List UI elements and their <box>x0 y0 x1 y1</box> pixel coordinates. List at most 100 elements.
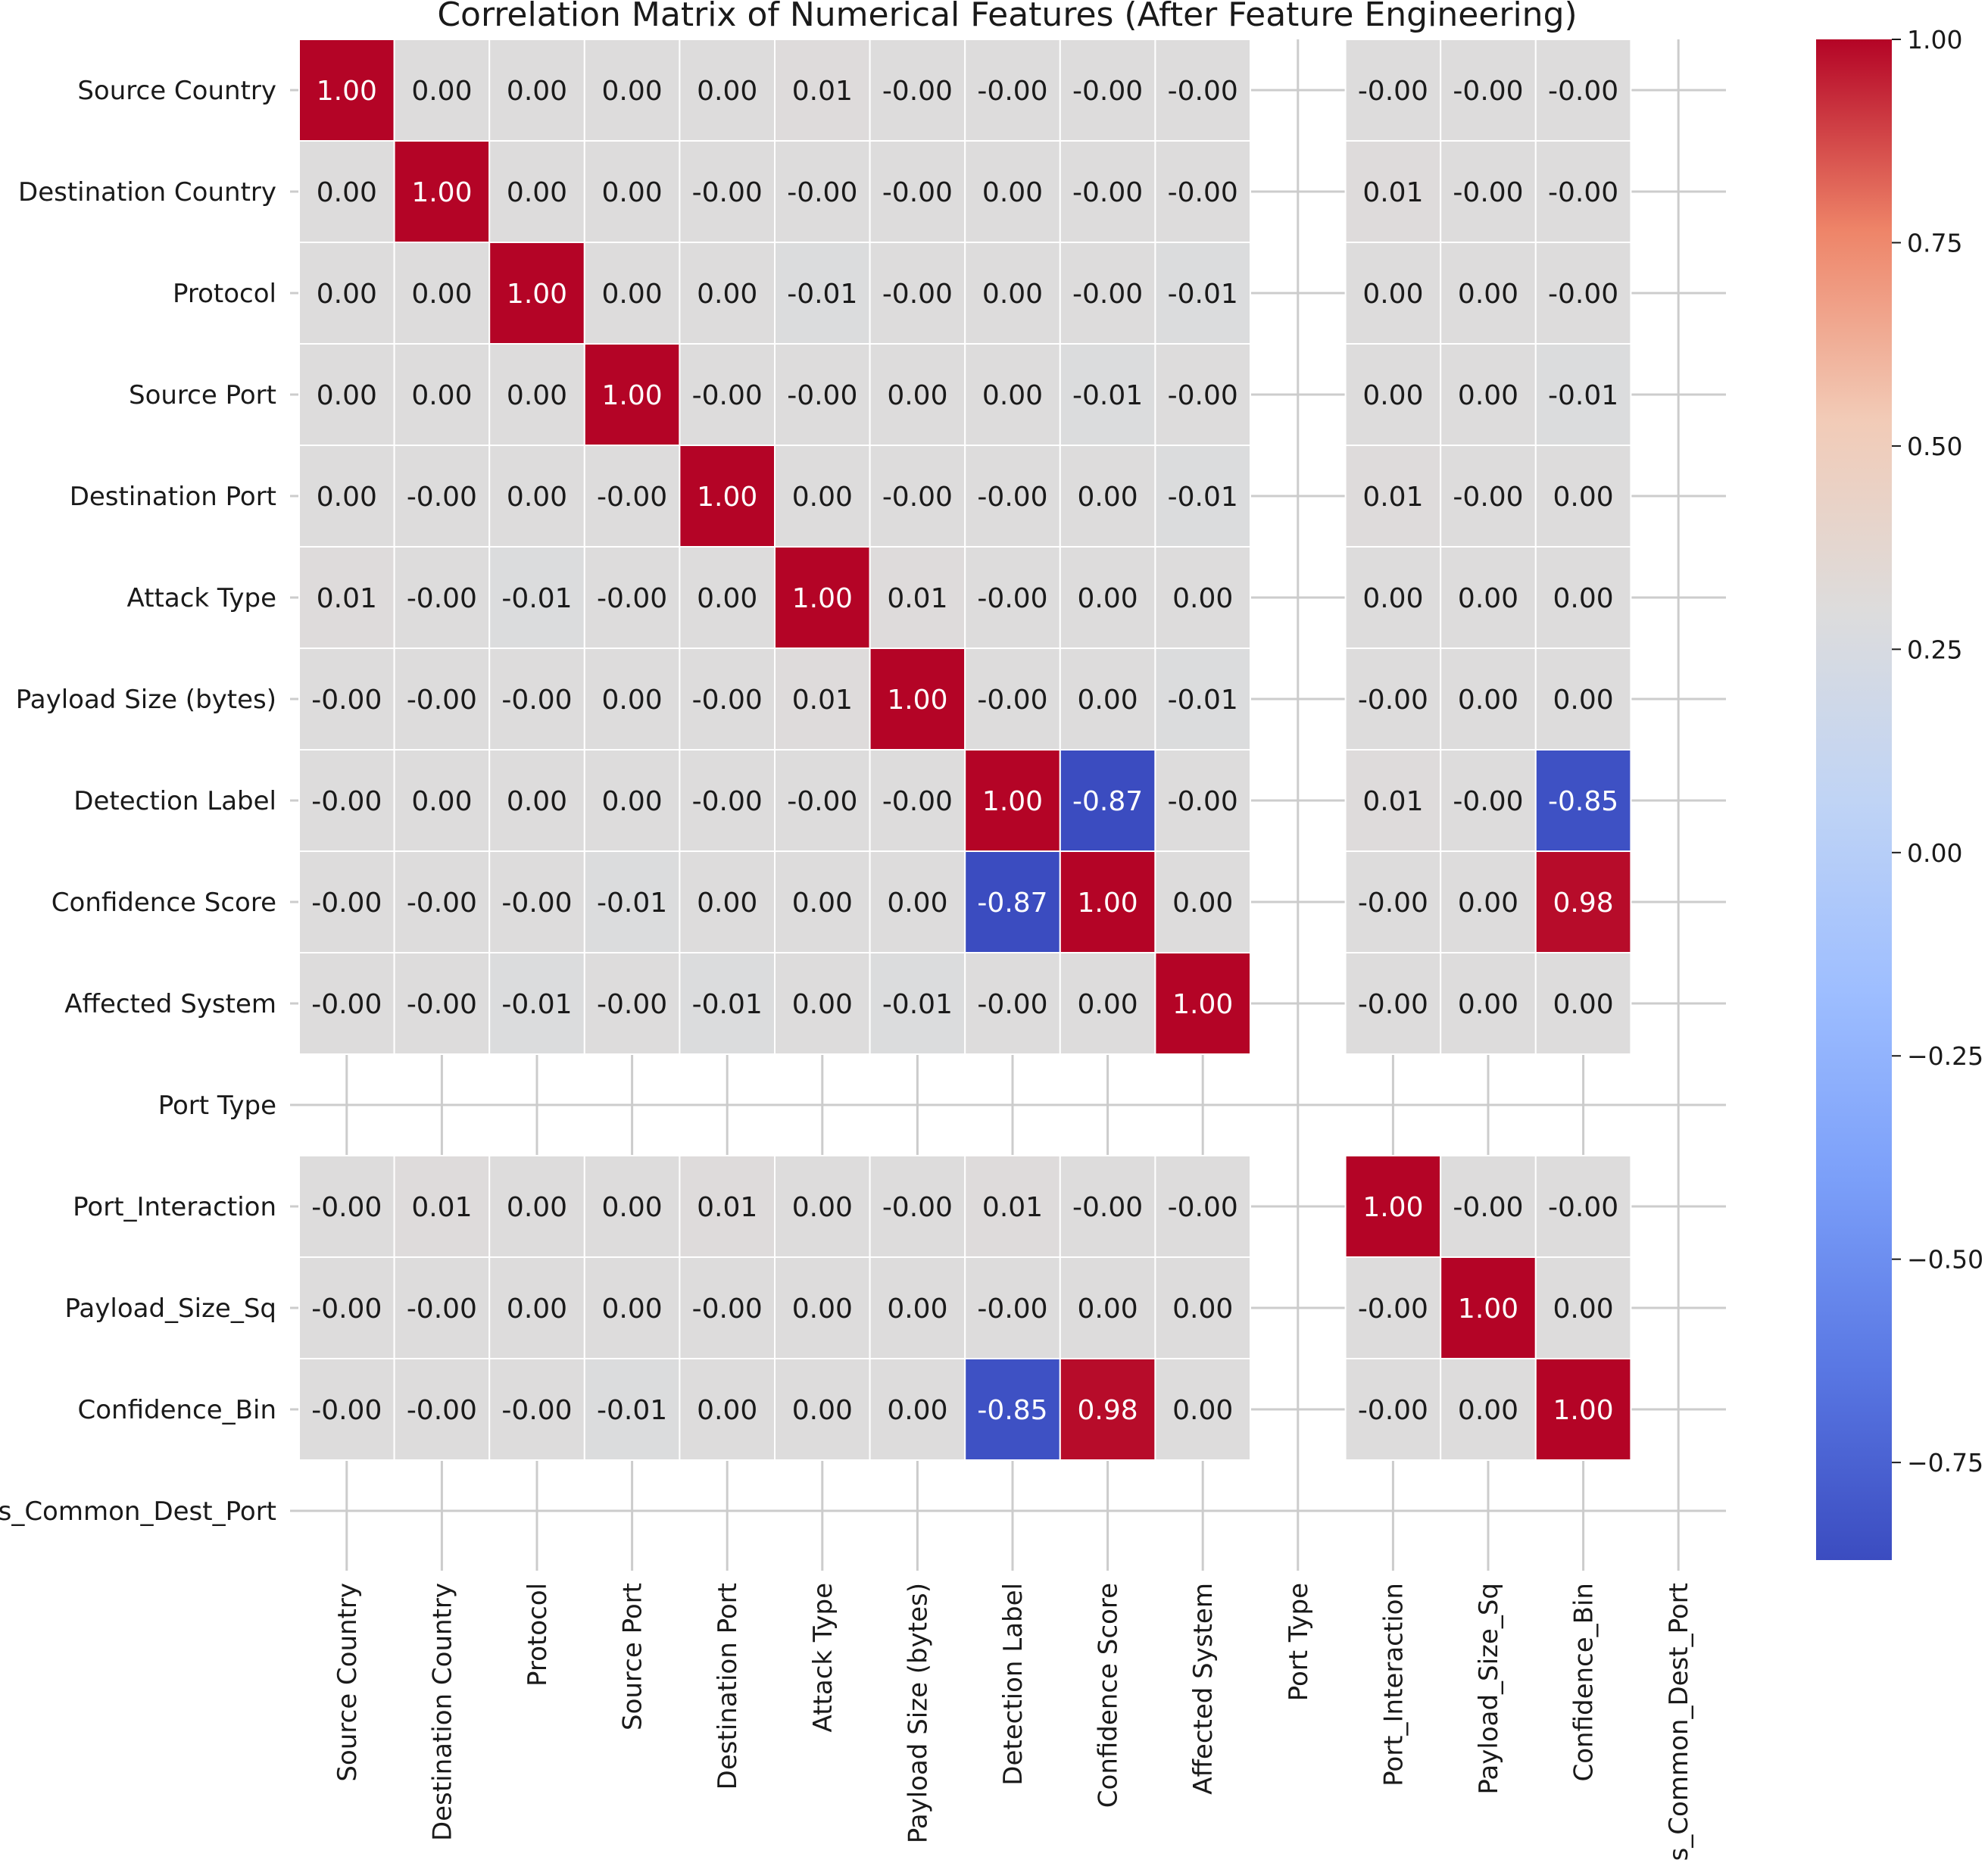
heatmap-cell <box>679 850 776 953</box>
colorbar-tick-label: 0.75 <box>1907 228 1962 257</box>
row-label: Confidence_Bin <box>78 1395 277 1425</box>
column-label: Payload_Size_Sq <box>1474 1583 1504 1795</box>
column-label: Port Type <box>1284 1583 1314 1701</box>
cell-annotation: 0.00 <box>1172 1395 1233 1426</box>
heatmap-cell <box>1440 749 1537 852</box>
heatmap-cell <box>679 140 776 243</box>
heatmap-cell <box>393 1358 491 1461</box>
heatmap-cell <box>679 1256 776 1359</box>
heatmap-cell <box>1344 1256 1442 1359</box>
cell-annotation: -0.00 <box>311 786 382 817</box>
cell-annotation: -0.00 <box>1358 888 1428 919</box>
heatmap-cell <box>488 242 585 345</box>
row-label: Source Country <box>77 76 276 106</box>
cell-annotation: 0.00 <box>1362 279 1423 310</box>
heatmap-cell <box>1440 952 1537 1055</box>
heatmap-cell <box>393 343 491 446</box>
heatmap-cell <box>298 445 395 548</box>
heatmap-cell <box>679 749 776 852</box>
cell-annotation: 0.00 <box>697 583 757 614</box>
cell-annotation: -0.00 <box>501 685 572 716</box>
row-label: Detection Label <box>73 786 276 816</box>
cell-annotation: 0.01 <box>411 1192 472 1223</box>
cell-annotation: 0.00 <box>1458 380 1518 411</box>
heatmap-cell <box>1154 1256 1252 1359</box>
heatmap-cell <box>1534 39 1632 142</box>
cell-annotation: 0.00 <box>982 279 1043 310</box>
cell-annotation: 0.00 <box>1553 1293 1614 1325</box>
cell-annotation: -0.85 <box>1548 786 1618 817</box>
cell-annotation: -0.00 <box>1358 1395 1428 1426</box>
heatmap-cell <box>869 1256 966 1359</box>
cell-annotation: 0.00 <box>602 76 663 107</box>
column-label: Source Country <box>332 1583 363 1782</box>
heatmap-cell <box>298 952 395 1055</box>
cell-annotation: 0.01 <box>1362 482 1423 513</box>
cell-annotation: -0.00 <box>1358 989 1428 1020</box>
heatmap-cell <box>1344 445 1442 548</box>
cell-annotation: 0.01 <box>1362 786 1423 817</box>
heatmap-cell <box>1059 850 1156 953</box>
heatmap-cell <box>1059 140 1156 243</box>
heatmap-cell <box>774 749 871 852</box>
heatmap-cell <box>583 39 681 142</box>
cell-annotation: 1.00 <box>1553 1395 1614 1426</box>
cell-annotation: -0.00 <box>692 685 763 716</box>
row-label: Protocol <box>173 279 276 309</box>
heatmap-cell <box>1440 39 1537 142</box>
cell-annotation: 0.00 <box>507 177 567 208</box>
heatmap-cell <box>1059 1256 1156 1359</box>
cell-annotation: 0.00 <box>411 76 472 107</box>
cell-annotation: -0.00 <box>1548 177 1618 208</box>
cell-annotation: 1.00 <box>1458 1293 1518 1325</box>
column-label: Port_Interaction <box>1378 1583 1409 1787</box>
cell-annotation: -0.00 <box>501 1395 572 1426</box>
colorbar-tick-label: 0.00 <box>1907 838 1962 868</box>
heatmap-cell <box>1440 140 1537 243</box>
cell-annotation: 0.00 <box>1553 482 1614 513</box>
cell-annotation: 1.00 <box>411 177 472 208</box>
heatmap-cell <box>1154 445 1252 548</box>
cell-annotation: 0.01 <box>982 1192 1043 1223</box>
cell-annotation: 0.00 <box>507 1192 567 1223</box>
cell-annotation: 0.00 <box>792 1192 853 1223</box>
cell-annotation: 0.00 <box>1078 482 1138 513</box>
cell-annotation: 0.00 <box>602 786 663 817</box>
heatmap-cell <box>679 546 776 649</box>
heatmap-cell <box>488 1256 585 1359</box>
cell-annotation: 0.00 <box>317 482 377 513</box>
column-label: Source Port <box>618 1583 648 1730</box>
heatmap-cell <box>488 546 585 649</box>
cell-annotation: -0.00 <box>1358 685 1428 716</box>
colorbar: 1.00 0.75 0.50 0.25 0.00 −0.25 −0.50 −0.75 <box>1816 25 1983 1560</box>
cell-annotation: -0.01 <box>597 1395 667 1426</box>
cell-annotation: -0.00 <box>1358 76 1428 107</box>
heatmap-cell <box>298 546 395 649</box>
cell-annotation: 0.00 <box>982 177 1043 208</box>
heatmap-cell <box>869 546 966 649</box>
cell-annotation: 0.00 <box>317 279 377 310</box>
cell-annotation: -0.87 <box>977 888 1047 919</box>
heatmap-cell <box>1344 242 1442 345</box>
cell-annotation: -0.00 <box>407 482 477 513</box>
cell-annotation: -0.01 <box>692 989 763 1020</box>
cell-annotation: 0.98 <box>1078 1395 1138 1426</box>
cell-annotation: 0.00 <box>1078 685 1138 716</box>
cell-annotation: 0.00 <box>1553 583 1614 614</box>
cell-annotation: -0.00 <box>597 989 667 1020</box>
cell-annotation: -0.00 <box>977 76 1047 107</box>
heatmap-cell <box>583 546 681 649</box>
column-label: Destination Country <box>427 1583 457 1841</box>
cell-annotation: 0.00 <box>792 1293 853 1325</box>
cell-annotation: -0.00 <box>692 1293 763 1325</box>
cell-annotation: -0.01 <box>501 583 572 614</box>
cell-annotation: -0.00 <box>597 583 667 614</box>
heatmap-cell <box>488 850 585 953</box>
heatmap-cell <box>1344 1155 1442 1258</box>
cell-annotation: 0.00 <box>792 482 853 513</box>
heatmap-cell <box>1344 850 1442 953</box>
cell-annotation: -0.85 <box>977 1395 1047 1426</box>
heatmap-cell <box>774 648 871 751</box>
heatmap-cell <box>488 445 585 548</box>
heatmap-cell <box>583 749 681 852</box>
